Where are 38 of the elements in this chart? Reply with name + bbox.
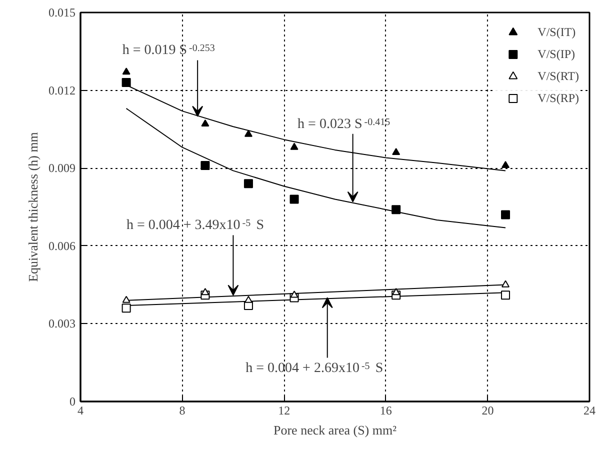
x-tick-label: 16 bbox=[380, 404, 392, 418]
point bbox=[502, 160, 510, 168]
point bbox=[392, 205, 401, 214]
y-tick-label: 0.009 bbox=[48, 161, 76, 176]
point bbox=[244, 296, 252, 303]
point bbox=[501, 210, 510, 220]
point bbox=[392, 148, 400, 156]
point bbox=[122, 296, 130, 303]
y-tick-label: 0.012 bbox=[48, 83, 76, 98]
x-tick-label: 4 bbox=[78, 404, 84, 418]
point bbox=[244, 130, 252, 137]
point bbox=[290, 194, 299, 204]
point bbox=[122, 78, 131, 88]
y-tick-label: 0.003 bbox=[48, 316, 76, 331]
point bbox=[201, 119, 210, 127]
point bbox=[244, 179, 253, 188]
point bbox=[501, 290, 510, 300]
legend-label: V/S(RP) bbox=[538, 90, 579, 106]
x-tick-label: 24 bbox=[584, 404, 596, 418]
point bbox=[502, 280, 510, 288]
y-tick-label: 0 bbox=[70, 394, 76, 408]
x-tick-label: 12 bbox=[278, 404, 290, 418]
x-tick-label: 8 bbox=[179, 404, 186, 418]
point bbox=[290, 142, 298, 150]
point bbox=[392, 288, 400, 296]
x-tick-label: 20 bbox=[482, 404, 494, 418]
legend-label: V/S(IP) bbox=[538, 46, 575, 62]
x-axis-title: Pore neck area (S) mm² bbox=[273, 422, 397, 438]
point bbox=[122, 304, 131, 313]
y-axis-title: Equivalent thickness (h) mm bbox=[26, 132, 40, 282]
legend-label: V/S(IT) bbox=[538, 24, 576, 40]
point bbox=[200, 161, 210, 170]
y-tick-label: 0.015 bbox=[48, 6, 76, 20]
legend-label: V/S(RT) bbox=[538, 68, 579, 84]
point bbox=[122, 68, 130, 75]
point bbox=[290, 290, 298, 298]
y-tick-label: 0.006 bbox=[48, 238, 76, 253]
point bbox=[201, 288, 210, 296]
